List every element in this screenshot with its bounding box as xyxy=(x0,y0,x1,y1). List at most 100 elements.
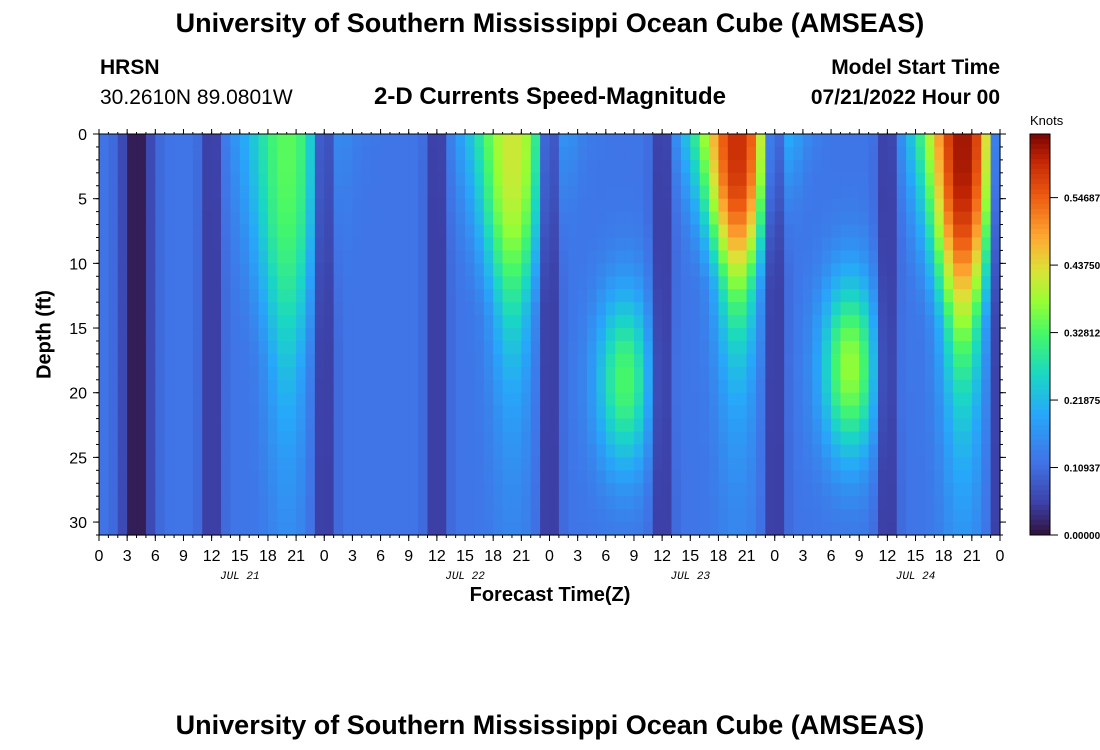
heatmap-cell xyxy=(680,185,691,200)
heatmap-cell xyxy=(127,509,138,523)
colorbar-segment xyxy=(1030,454,1050,461)
heatmap-cell xyxy=(605,315,616,329)
heatmap-cell xyxy=(361,353,372,368)
heatmap-cell xyxy=(483,250,494,264)
heatmap-cell xyxy=(183,224,194,239)
heatmap-cell xyxy=(465,405,476,420)
heatmap-cell xyxy=(718,198,729,213)
heatmap-cell xyxy=(802,211,813,226)
x-tick-label: 21 xyxy=(512,548,530,565)
heatmap-cell xyxy=(483,134,494,148)
heatmap-cell xyxy=(436,392,447,407)
heatmap-cell xyxy=(164,328,175,342)
heatmap-cell xyxy=(840,353,851,368)
heatmap-cell xyxy=(718,431,729,446)
heatmap-cell xyxy=(746,237,757,252)
heatmap-cell xyxy=(540,353,551,368)
heatmap-cell xyxy=(455,457,466,471)
heatmap-cell xyxy=(521,444,532,458)
heatmap-cell xyxy=(192,379,203,394)
heatmap-cell xyxy=(314,134,325,148)
heatmap-cell xyxy=(868,237,879,252)
heatmap-cell xyxy=(380,353,391,368)
heatmap-cell xyxy=(380,470,391,484)
heatmap-cell xyxy=(690,185,701,200)
heatmap-cell xyxy=(774,224,785,239)
heatmap-cell xyxy=(455,159,466,174)
heatmap-cell xyxy=(727,444,738,458)
heatmap-cell xyxy=(408,509,419,523)
heatmap-cell xyxy=(690,405,701,420)
heatmap-cell xyxy=(530,263,541,277)
heatmap-cell xyxy=(465,289,476,303)
heatmap-cell xyxy=(389,457,400,471)
heatmap-cell xyxy=(652,509,663,523)
heatmap-cell xyxy=(549,224,560,239)
colorbar-segment xyxy=(1030,209,1050,215)
heatmap-cell xyxy=(258,418,269,433)
heatmap-cell xyxy=(277,444,288,458)
heatmap-cell xyxy=(333,509,344,523)
heatmap-cell xyxy=(174,224,185,239)
heatmap-cell xyxy=(643,418,654,433)
heatmap-cell xyxy=(615,379,626,394)
heatmap-cell xyxy=(652,198,663,213)
heatmap-cell xyxy=(831,250,842,264)
heatmap-cell xyxy=(155,250,166,264)
heatmap-cell xyxy=(221,198,231,213)
heatmap-cell xyxy=(399,405,410,420)
heatmap-cell xyxy=(371,366,382,381)
heatmap-cell xyxy=(943,276,954,290)
heatmap-cell xyxy=(474,185,485,200)
heatmap-cell xyxy=(117,522,128,536)
heatmap-cell xyxy=(831,172,842,187)
heatmap-cell xyxy=(211,457,222,471)
heatmap-cell xyxy=(427,146,438,161)
heatmap-cell xyxy=(314,522,325,536)
heatmap-cell xyxy=(352,134,363,148)
heatmap-cell xyxy=(652,418,663,433)
heatmap-cell xyxy=(587,457,598,471)
heatmap-cell xyxy=(389,405,400,420)
heatmap-cell xyxy=(568,263,579,277)
heatmap-cell xyxy=(774,379,785,394)
heatmap-cell xyxy=(633,496,644,510)
heatmap-cell xyxy=(352,496,363,510)
heatmap-cell xyxy=(802,431,813,446)
heatmap-cell xyxy=(540,198,551,213)
heatmap-cell xyxy=(868,198,879,213)
heatmap-cell xyxy=(455,315,466,329)
heatmap-cell xyxy=(183,366,194,381)
heatmap-cell xyxy=(511,340,522,355)
colorbar-segment xyxy=(1030,489,1050,496)
heatmap-cell xyxy=(333,146,344,161)
heatmap-cell xyxy=(662,522,673,536)
heatmap-cell xyxy=(849,522,860,536)
heatmap-cell xyxy=(633,418,644,433)
heatmap-cell xyxy=(249,315,260,329)
heatmap-cell xyxy=(192,483,203,497)
heatmap-cell xyxy=(662,483,673,497)
heatmap-cell xyxy=(127,250,138,264)
heatmap-cell xyxy=(906,392,917,407)
heatmap-cell xyxy=(558,483,569,497)
heatmap-cell xyxy=(258,172,269,187)
heatmap-cell xyxy=(605,405,616,420)
heatmap-cell xyxy=(202,379,213,394)
heatmap-cell xyxy=(962,340,973,355)
heatmap-cell xyxy=(699,405,710,420)
heatmap-cell xyxy=(399,418,410,433)
heatmap-cell xyxy=(211,146,222,161)
heatmap-cell xyxy=(530,134,541,148)
heatmap-cell xyxy=(812,198,823,213)
heatmap-cell xyxy=(174,276,185,290)
heatmap-cell xyxy=(99,483,109,497)
heatmap-cell xyxy=(99,315,109,329)
heatmap-cell xyxy=(249,457,260,471)
heatmap-cell xyxy=(286,263,297,277)
heatmap-cell xyxy=(305,276,316,290)
heatmap-cell xyxy=(343,250,354,264)
colorbar-segment xyxy=(1030,234,1050,240)
heatmap-cell xyxy=(286,159,297,174)
heatmap-cell xyxy=(727,315,738,329)
